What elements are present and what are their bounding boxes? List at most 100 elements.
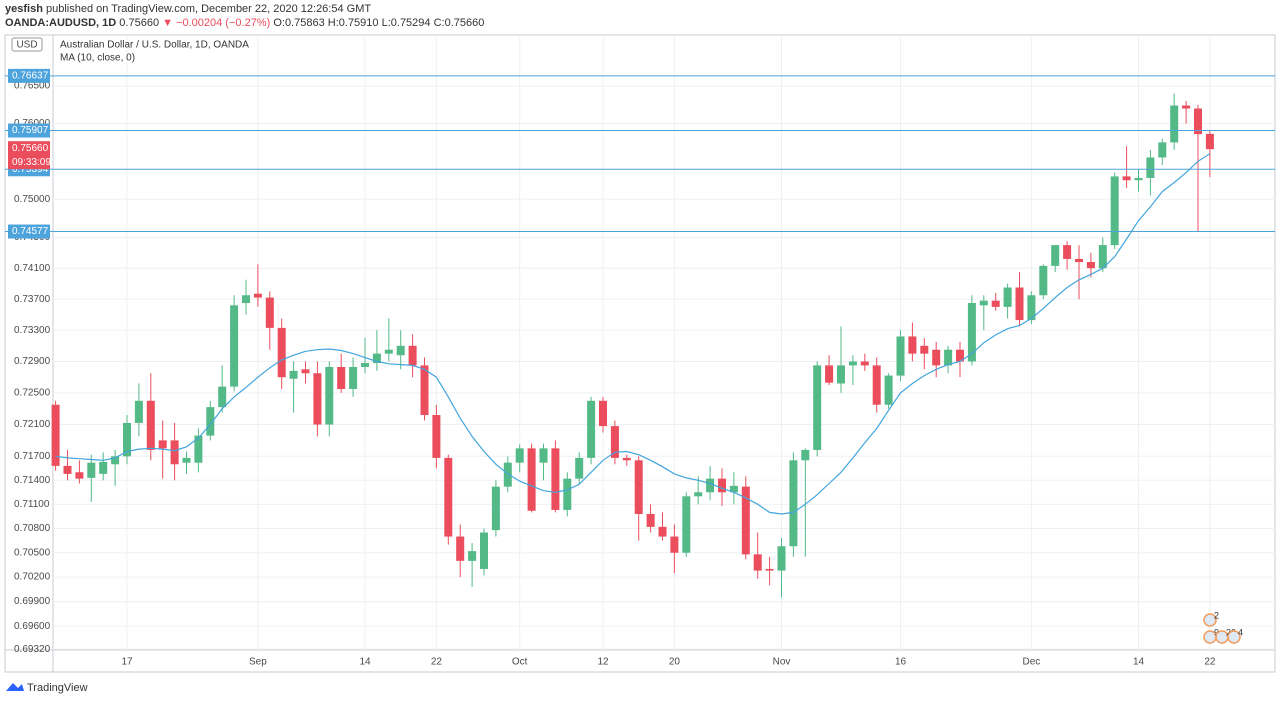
candle-body: [349, 366, 358, 389]
candle-body: [908, 336, 917, 354]
moving-average: [55, 153, 1211, 515]
candle-body: [182, 457, 191, 463]
candle-body: [670, 536, 679, 553]
x-tick-label: 17: [121, 657, 133, 668]
candle-body: [253, 293, 262, 298]
candle-body: [729, 485, 738, 493]
candle-body: [563, 478, 572, 510]
x-tick-label: Sep: [249, 657, 267, 668]
last-price-label: 0.75660: [12, 143, 49, 154]
currency: USD: [16, 40, 37, 51]
candle-body: [765, 568, 774, 571]
y-tick-label: 0.73700: [14, 294, 51, 305]
x-tick-label: 22: [431, 657, 443, 668]
level-label: 0.75907: [12, 125, 49, 136]
candle-body: [872, 365, 881, 405]
candle-body: [1086, 262, 1095, 269]
candle-body: [527, 448, 536, 511]
y-tick-label: 0.71100: [14, 499, 50, 510]
x-tick-label: 22: [1204, 657, 1216, 668]
change: ▼ −0.00204 (−0.27%): [162, 17, 271, 29]
candle-body: [277, 327, 286, 378]
candle-body: [1098, 245, 1107, 269]
candle-body: [777, 546, 786, 571]
candle-body: [622, 457, 631, 461]
x-tick-label: 16: [895, 657, 907, 668]
candle-body: [1075, 258, 1083, 263]
candle-body: [610, 426, 619, 458]
candle-body: [265, 297, 274, 328]
candle-body: [134, 400, 143, 423]
candle-body: [896, 336, 905, 376]
candle-body: [218, 386, 227, 408]
candle-body: [325, 366, 334, 425]
event-count: 4: [1238, 627, 1243, 637]
candle-body: [1134, 177, 1143, 181]
published: published on TradingView.com, December 2…: [45, 3, 372, 15]
candle-body: [956, 349, 964, 362]
candle-body: [1146, 157, 1155, 178]
candle-body: [1063, 245, 1072, 259]
y-tick-label: 0.69600: [14, 621, 51, 632]
candle-body: [813, 365, 822, 450]
candle-body: [63, 465, 72, 474]
last: 0.75660: [119, 17, 160, 29]
candle-body: [408, 345, 417, 366]
candle-body: [123, 422, 131, 457]
candle-body: [432, 415, 441, 458]
candle-body: [1194, 108, 1202, 135]
candle-body: [194, 435, 203, 463]
level-label-bg: [8, 224, 50, 239]
candle-body: [1158, 142, 1167, 158]
event-icon: [1227, 630, 1241, 644]
candle-body: [551, 448, 560, 510]
ohlc: O:0.75863: [273, 17, 325, 29]
y-tick-label: 0.70200: [14, 572, 51, 583]
candle-body: [848, 361, 857, 366]
candle-body: [99, 461, 108, 474]
candle-body: [146, 400, 155, 450]
last-price-bg: [8, 141, 50, 170]
y-tick-label: 0.69320: [14, 644, 51, 655]
candle-body: [515, 448, 524, 463]
y-tick-label: 0.74100: [14, 263, 51, 274]
brand-logo: [6, 683, 24, 691]
candle-body: [372, 353, 381, 364]
candle-body: [1003, 287, 1012, 307]
candle-body: [979, 300, 988, 306]
y-tick-label: 0.71700: [14, 451, 51, 462]
candle-body: [587, 400, 596, 458]
event-count: 9: [1214, 627, 1219, 637]
y-tick-label: 0.73300: [14, 325, 51, 336]
candle-body: [944, 349, 953, 366]
candle-body: [1039, 265, 1048, 296]
candle-body: [932, 349, 941, 366]
header-line: OANDA:AUDUSD, 1D 0.75660 ▼ −0.00204 (−0.…: [5, 17, 484, 29]
candle-body: [503, 462, 512, 487]
candle-body: [634, 460, 643, 514]
countdown: 09:33:09: [12, 157, 51, 168]
y-tick-label: 0.75000: [14, 194, 51, 205]
candle-body: [718, 478, 726, 493]
candle-body: [1205, 133, 1214, 150]
candle-body: [313, 373, 322, 425]
candle-body: [111, 456, 120, 465]
candle-body: [170, 440, 179, 465]
candle-body: [694, 492, 703, 497]
candle-body: [1122, 176, 1131, 181]
y-tick-label: 0.69900: [14, 596, 51, 607]
legend-title: Australian Dollar / U.S. Dollar, 1D, OAN…: [60, 40, 249, 51]
x-tick-label: 20: [669, 657, 681, 668]
level-label: 0.74577: [12, 226, 49, 237]
candle-body: [444, 457, 453, 537]
level-label-bg: [8, 68, 50, 83]
level-label: 0.75394: [12, 164, 49, 175]
y-tick-label: 0.76500: [14, 81, 51, 92]
candle-body: [682, 496, 691, 553]
candle-body: [884, 375, 893, 405]
candle-body: [1015, 287, 1024, 321]
level-label: 0.76637: [12, 70, 49, 81]
y-tick-label: 0.70500: [14, 547, 51, 558]
